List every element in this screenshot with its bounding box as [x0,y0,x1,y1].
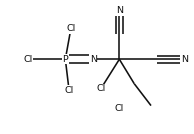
Text: Cl: Cl [23,55,33,64]
Text: Cl: Cl [96,84,105,93]
Text: Cl: Cl [115,104,124,113]
Text: P: P [62,55,68,64]
Text: Cl: Cl [64,86,74,95]
Text: N: N [181,55,188,64]
Text: N: N [90,55,97,64]
Text: N: N [116,6,123,15]
Text: Cl: Cl [66,24,75,33]
